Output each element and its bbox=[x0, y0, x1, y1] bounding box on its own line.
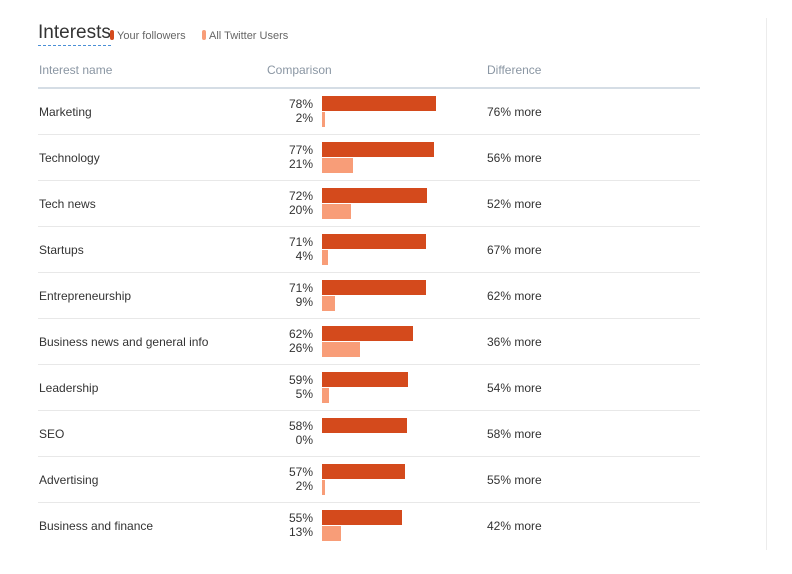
all-users-bar bbox=[322, 204, 351, 219]
difference-value: 52% more bbox=[487, 197, 542, 211]
difference-value: 36% more bbox=[487, 335, 542, 349]
followers-bar bbox=[322, 96, 436, 111]
interest-name: Technology bbox=[39, 151, 100, 165]
followers-percent: 57% bbox=[288, 465, 313, 479]
all-users-percent: 20% bbox=[288, 203, 313, 217]
all-users-percent: 21% bbox=[288, 157, 313, 171]
followers-percent: 77% bbox=[288, 143, 313, 157]
all-users-bar bbox=[322, 342, 360, 357]
interest-name: Entrepreneurship bbox=[39, 289, 132, 303]
difference-value: 62% more bbox=[487, 289, 542, 303]
followers-percent: 58% bbox=[288, 419, 313, 433]
followers-bar bbox=[322, 510, 402, 525]
all-users-bar bbox=[322, 480, 325, 495]
legend-label-all-users: All Twitter Users bbox=[209, 30, 289, 42]
interests-table: Marketing 78% 2% 76% more Technology 77% 21% 56… bbox=[38, 89, 700, 548]
followers-percent: 71% bbox=[288, 281, 313, 295]
table-row: Startups 71% 4% 67% more bbox=[38, 227, 700, 273]
all-users-percent: 2% bbox=[295, 479, 313, 493]
table-row: Leadership 59% 5% 54% more bbox=[38, 365, 700, 411]
legend-swatch-followers bbox=[110, 30, 114, 40]
table-row: Entrepreneurship 71% 9% 62% more bbox=[38, 273, 700, 319]
table-row: Marketing 78% 2% 76% more bbox=[38, 89, 700, 135]
interest-name: Tech news bbox=[39, 197, 96, 211]
column-header-difference: Difference bbox=[487, 63, 542, 77]
table-row: Business news and general info 62% 26% 36% … bbox=[38, 319, 700, 365]
table-row: SEO 58% 0% 58% more bbox=[38, 411, 700, 457]
interest-name: Marketing bbox=[39, 105, 92, 119]
interests-header: Interests Your followers All Twitter Use… bbox=[38, 20, 700, 48]
followers-bar bbox=[322, 280, 426, 295]
difference-value: 55% more bbox=[487, 473, 542, 487]
table-row: Business and finance 55% 13% 42% more bbox=[38, 503, 700, 548]
followers-percent: 59% bbox=[288, 373, 313, 387]
difference-value: 58% more bbox=[487, 427, 542, 441]
followers-percent: 71% bbox=[288, 235, 313, 249]
all-users-bar bbox=[322, 112, 325, 127]
all-users-bar bbox=[322, 250, 328, 265]
followers-bar bbox=[322, 188, 427, 203]
legend-your-followers: Your followers bbox=[110, 30, 186, 43]
difference-value: 67% more bbox=[487, 243, 542, 257]
followers-bar bbox=[322, 418, 407, 433]
followers-percent: 72% bbox=[288, 189, 313, 203]
followers-bar bbox=[322, 464, 405, 479]
difference-value: 54% more bbox=[487, 381, 542, 395]
legend-swatch-all-users bbox=[202, 30, 206, 40]
followers-percent: 62% bbox=[288, 327, 313, 341]
difference-value: 56% more bbox=[487, 151, 542, 165]
legend-label-followers: Your followers bbox=[117, 30, 186, 42]
all-users-percent: 13% bbox=[288, 525, 313, 539]
difference-value: 76% more bbox=[487, 105, 542, 119]
difference-value: 42% more bbox=[487, 519, 542, 533]
right-divider bbox=[766, 18, 767, 550]
followers-bar bbox=[322, 372, 408, 387]
all-users-bar bbox=[322, 296, 335, 311]
legend-all-twitter-users: All Twitter Users bbox=[202, 30, 288, 43]
column-header-comparison: Comparison bbox=[267, 63, 332, 77]
interest-name: SEO bbox=[39, 427, 65, 441]
interest-name: Leadership bbox=[39, 381, 99, 395]
interest-name: Advertising bbox=[39, 473, 99, 487]
interest-name: Business news and general info bbox=[39, 335, 209, 349]
followers-percent: 55% bbox=[288, 511, 313, 525]
table-row: Tech news 72% 20% 52% more bbox=[38, 181, 700, 227]
table-row: Advertising 57% 2% 55% more bbox=[38, 457, 700, 503]
column-header-interest-name: Interest name bbox=[39, 63, 113, 77]
interest-name: Business and finance bbox=[39, 519, 154, 533]
table-row: Technology 77% 21% 56% more bbox=[38, 135, 700, 181]
followers-bar bbox=[322, 234, 426, 249]
interests-title[interactable]: Interests bbox=[38, 22, 111, 46]
followers-bar bbox=[322, 326, 413, 341]
followers-percent: 78% bbox=[288, 97, 313, 111]
interest-name: Startups bbox=[39, 243, 84, 257]
all-users-percent: 4% bbox=[295, 249, 313, 263]
header-divider bbox=[38, 87, 700, 89]
followers-bar bbox=[322, 142, 434, 157]
all-users-percent: 26% bbox=[288, 341, 313, 355]
all-users-percent: 2% bbox=[295, 111, 313, 125]
all-users-bar bbox=[322, 388, 329, 403]
all-users-percent: 0% bbox=[295, 433, 313, 447]
all-users-percent: 5% bbox=[295, 387, 313, 401]
all-users-bar bbox=[322, 158, 353, 173]
all-users-percent: 9% bbox=[295, 295, 313, 309]
all-users-bar bbox=[322, 526, 341, 541]
